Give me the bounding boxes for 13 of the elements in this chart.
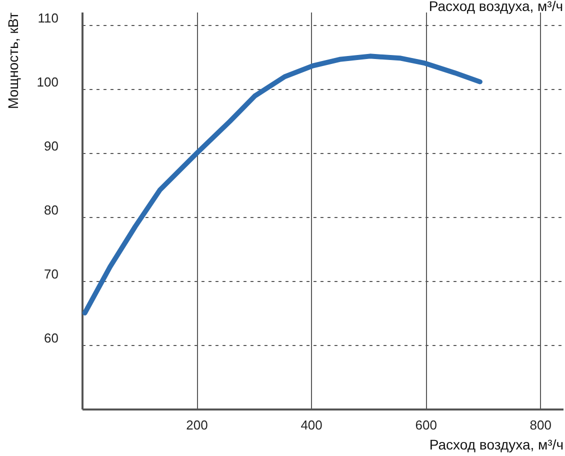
- x-tick-label: 200: [186, 418, 208, 432]
- y-tick-label: 80: [44, 202, 58, 218]
- y-tick-label: 60: [44, 330, 58, 346]
- y-tick-label: 100: [36, 74, 58, 90]
- x-tick-label: 400: [300, 418, 322, 432]
- x-tick-label: 800: [530, 418, 552, 432]
- y-tick-label: 90: [44, 138, 58, 154]
- x-axis-title: Расход воздуха, м³/ч: [429, 436, 564, 452]
- annotation: Расход воздуха, м³/ч: [428, 0, 563, 14]
- y-tick-label: 70: [44, 266, 58, 282]
- y-tick-label: 110: [38, 10, 58, 26]
- x-tick-label: 600: [415, 418, 437, 432]
- y-axis-title: Мощность, кВт: [4, 12, 21, 110]
